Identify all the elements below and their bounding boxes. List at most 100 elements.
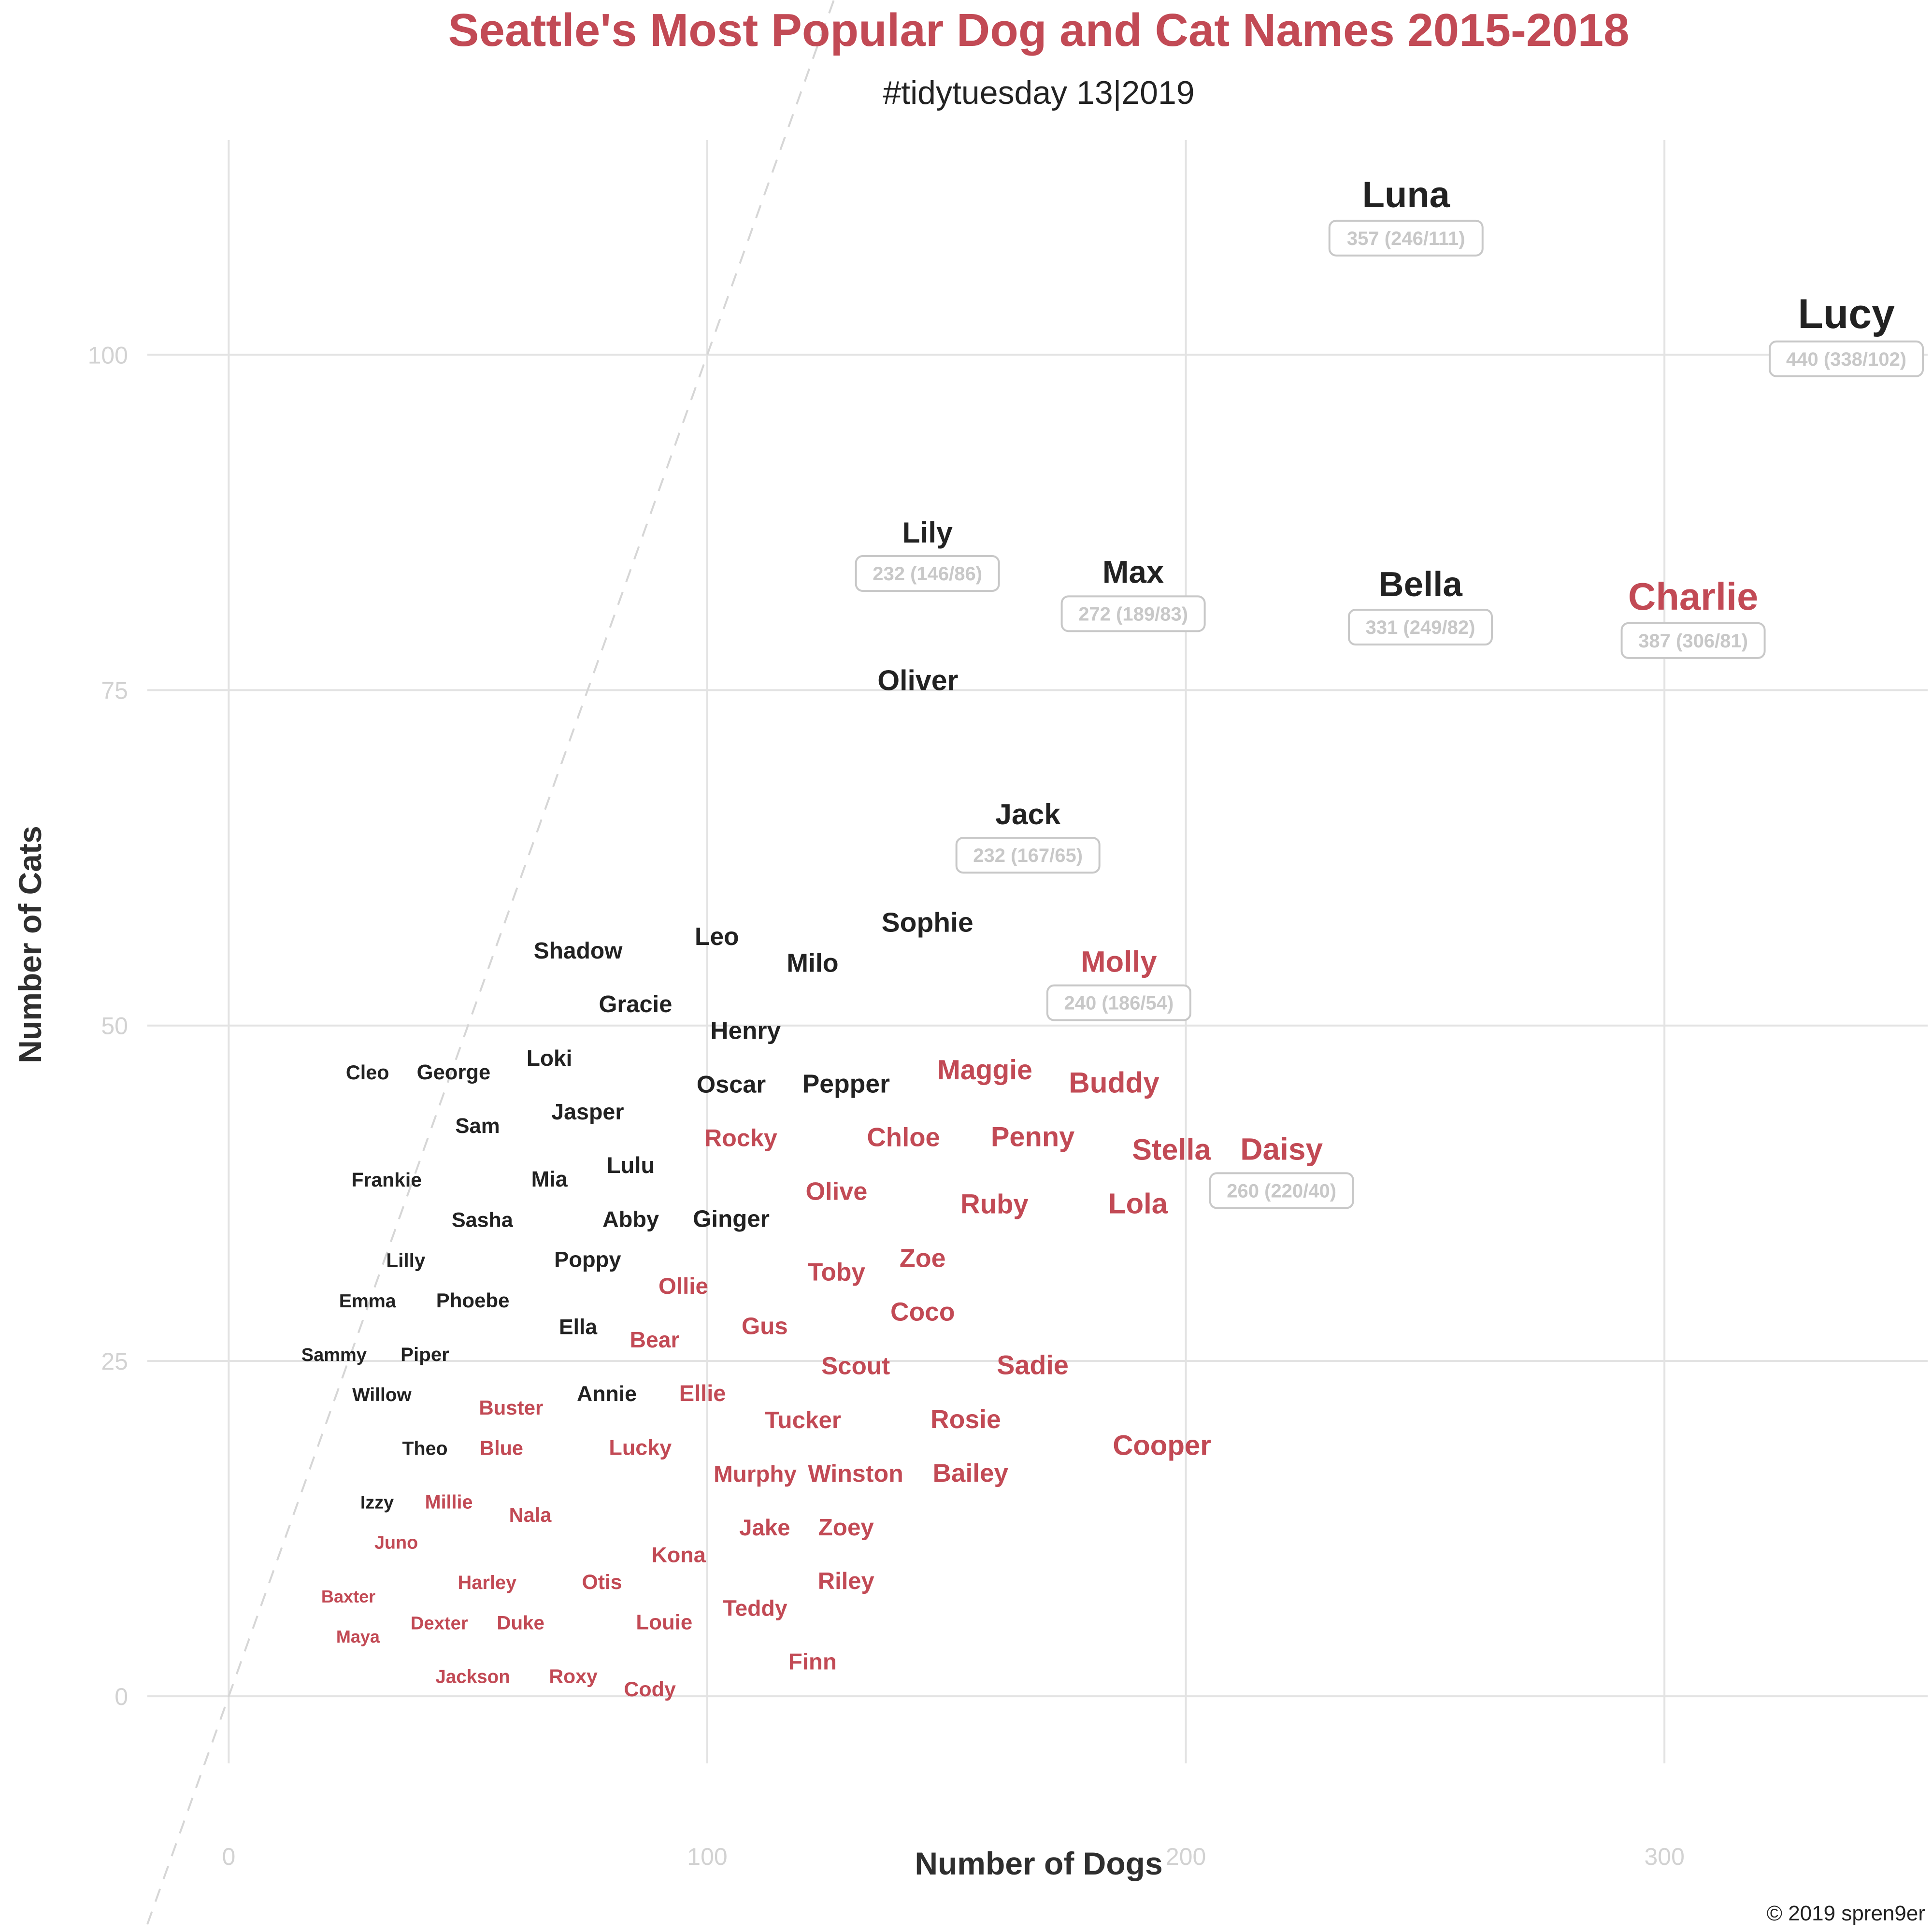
point-label: Louie xyxy=(636,1610,692,1634)
point-label: Ruby xyxy=(960,1188,1028,1219)
total-badge-label: 232 (146/86) xyxy=(873,563,982,585)
point-label: Pepper xyxy=(802,1070,890,1099)
y-tick-label: 50 xyxy=(101,1013,128,1040)
point-label: Piper xyxy=(401,1344,449,1365)
point-label: Lucy xyxy=(1798,291,1895,337)
point-label: Ollie xyxy=(658,1274,708,1299)
point-label: Scout xyxy=(821,1352,890,1380)
chart-title: Seattle's Most Popular Dog and Cat Names… xyxy=(448,4,1630,56)
point-label: Tucker xyxy=(765,1407,841,1433)
y-tick-label: 25 xyxy=(101,1348,128,1375)
total-badge xyxy=(1209,1172,1354,1209)
total-badge-label: 272 (189/83) xyxy=(1078,603,1188,625)
point-label: Finn xyxy=(788,1649,837,1675)
point-label: Loki xyxy=(527,1045,572,1071)
point-label: Henry xyxy=(710,1016,781,1044)
point-label: Leo xyxy=(695,922,739,950)
total-badge-label: 440 (338/102) xyxy=(1786,349,1906,370)
point-label: Riley xyxy=(818,1568,874,1594)
x-tick-label: 0 xyxy=(222,1843,235,1870)
point-label: Shadow xyxy=(534,938,623,964)
point-label: Zoey xyxy=(818,1514,874,1541)
point-label: Olive xyxy=(805,1178,867,1206)
point-label: Otis xyxy=(582,1571,622,1594)
point-label: Gracie xyxy=(599,991,672,1017)
point-label: Buster xyxy=(479,1396,543,1419)
point-label: Theo xyxy=(402,1438,447,1459)
y-axis-title: Number of Cats xyxy=(12,826,48,1063)
point-label: Sam xyxy=(455,1114,500,1138)
point-label: Juno xyxy=(374,1533,418,1553)
point-label: Sasha xyxy=(452,1208,514,1231)
point-label: Sadie xyxy=(997,1350,1069,1380)
total-badge xyxy=(955,837,1101,874)
point-label: Harley xyxy=(458,1572,516,1593)
point-label: Milo xyxy=(787,949,838,978)
point-label: Jackson xyxy=(435,1666,510,1687)
point-label: Maya xyxy=(336,1627,380,1646)
grid: 0 100 200 300 0 25 50 75 100 xyxy=(88,140,1928,1870)
point-label: Jake xyxy=(739,1515,790,1541)
point-label: Bailey xyxy=(933,1459,1009,1488)
point-label: Molly xyxy=(1081,945,1157,979)
point-label: Izzy xyxy=(360,1492,394,1512)
point-label: Rocky xyxy=(704,1124,777,1152)
total-badge-label: 240 (186/54) xyxy=(1064,993,1174,1014)
point-label: Winston xyxy=(808,1460,903,1487)
point-label: Bella xyxy=(1378,565,1462,604)
point-label: Roxy xyxy=(549,1665,598,1687)
x-tick-label: 200 xyxy=(1166,1843,1206,1870)
point-label: Lola xyxy=(1108,1187,1168,1219)
point-label: Ginger xyxy=(693,1205,770,1232)
point-label: Nala xyxy=(509,1503,552,1526)
point-label: Lily xyxy=(902,516,953,549)
point-label: Duke xyxy=(497,1612,544,1633)
total-badge xyxy=(1328,219,1484,257)
point-label: Luna xyxy=(1362,174,1450,215)
point-label: Jasper xyxy=(551,1099,624,1124)
y-tick-label: 75 xyxy=(101,677,128,704)
point-label: Jack xyxy=(995,798,1060,830)
point-label: Sammy xyxy=(301,1345,367,1365)
point-label: Charlie xyxy=(1628,575,1759,618)
point-label: Chloe xyxy=(867,1123,940,1152)
point-label: Oscar xyxy=(697,1071,766,1098)
point-label: Buddy xyxy=(1069,1066,1159,1099)
point-label: Frankie xyxy=(352,1169,422,1191)
point-label: Ellie xyxy=(679,1380,726,1406)
x-tick-label: 300 xyxy=(1644,1843,1684,1870)
point-label: Lulu xyxy=(607,1153,655,1178)
y-tick-label: 0 xyxy=(114,1683,128,1710)
point-label: Blue xyxy=(480,1437,523,1459)
point-label: Toby xyxy=(808,1258,866,1286)
diagonal-reference-line xyxy=(146,0,835,1925)
point-label: Sophie xyxy=(882,907,973,938)
point-label: Cleo xyxy=(346,1061,389,1084)
total-badge-label: 357 (246/111) xyxy=(1347,228,1465,249)
point-label: Baxter xyxy=(321,1587,375,1606)
point-label: Cody xyxy=(624,1678,676,1701)
point-label: Rosie xyxy=(930,1405,1001,1434)
point-label: Phoebe xyxy=(436,1289,510,1312)
point-label: Abby xyxy=(602,1206,659,1231)
total-badge xyxy=(1060,595,1206,632)
point-label: Willow xyxy=(352,1385,412,1405)
point-label: Cooper xyxy=(1113,1430,1211,1461)
point-label: Murphy xyxy=(714,1461,797,1487)
point-label: Bear xyxy=(630,1327,680,1352)
point-label: Millie xyxy=(425,1491,473,1513)
x-axis-title: Number of Dogs xyxy=(915,1846,1162,1881)
point-label: Maggie xyxy=(937,1055,1032,1086)
point-labels: Lucy 440 (338/102) Luna 357 (246/111) Charli… xyxy=(301,174,1924,1701)
point-label: Stella xyxy=(1132,1133,1211,1166)
point-label: Ella xyxy=(559,1315,597,1339)
point-label: Lilly xyxy=(386,1249,426,1272)
total-badge xyxy=(1620,622,1766,659)
point-label: Penny xyxy=(991,1122,1074,1153)
point-label: George xyxy=(417,1061,491,1084)
point-label: Gus xyxy=(742,1313,788,1339)
total-badge-label: 260 (220/40) xyxy=(1227,1180,1336,1202)
point-label: Coco xyxy=(890,1298,955,1327)
